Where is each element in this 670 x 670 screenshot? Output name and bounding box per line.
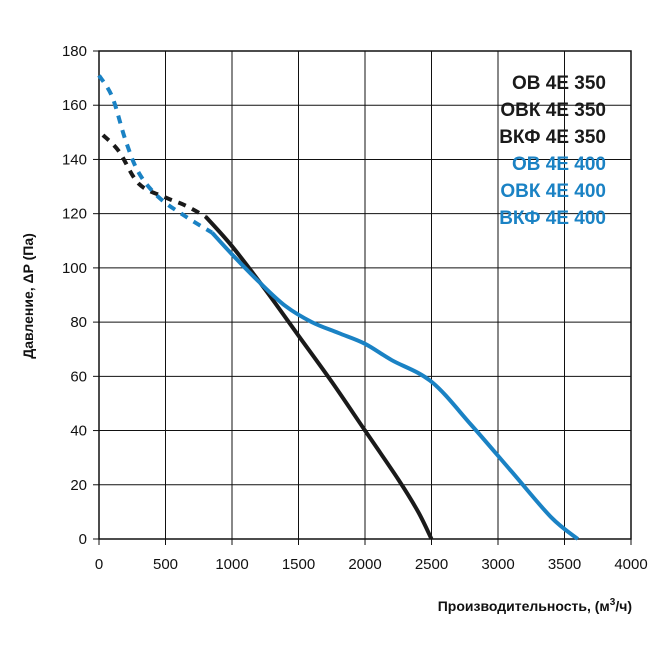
x-tick-label: 1000 [215, 556, 248, 573]
y-tick-label: 160 [62, 97, 87, 114]
y-tick-label: 140 [62, 151, 87, 168]
y-tick-label: 120 [62, 206, 87, 223]
y-tick-label: 60 [70, 368, 87, 385]
x-tick-label: 3000 [481, 556, 514, 573]
series-solid-4е-350 [203, 215, 434, 540]
series-solid-4е-400 [210, 231, 580, 541]
legend: ОВ 4Е 350 ОВК 4Е 350 ВКФ 4Е 350 ОВ 4Е 400 ОВ… [499, 73, 606, 229]
x-axis-title: Производительность, (м3/ч) [438, 597, 632, 614]
y-tick-label: 20 [70, 477, 87, 494]
x-tick-label: 2500 [415, 556, 448, 573]
legend-entry: ОВК 4Е 350 [500, 100, 606, 121]
y-tick-label: 100 [62, 260, 87, 277]
series-dashed-4е-350 [101, 133, 207, 219]
y-tick-label: 80 [70, 314, 87, 331]
y-tick-label: 40 [70, 423, 87, 440]
x-tick-labels: 0 500 1000 1500 2000 2500 3000 3500 4000 [95, 539, 648, 573]
legend-entry: ОВ 4Е 400 [512, 154, 606, 175]
y-tick-label: 180 [62, 43, 87, 60]
x-tick-label: 0 [95, 556, 103, 573]
x-tick-label: 2000 [348, 556, 381, 573]
y-tick-label: 0 [79, 531, 87, 548]
series-group [97, 74, 580, 541]
legend-entry: ОВ 4Е 350 [512, 73, 606, 94]
grid-lines [98, 50, 632, 540]
legend-entry: ОВК 4Е 400 [500, 181, 606, 202]
x-tick-label: 4000 [614, 556, 647, 573]
x-tick-label: 1500 [282, 556, 315, 573]
x-tick-label: 3500 [548, 556, 581, 573]
x-tick-label: 500 [153, 556, 178, 573]
series-dashed-4е-400 [97, 74, 214, 235]
y-axis-title: Давление, ΔP (Па) [20, 233, 36, 359]
legend-entry: ВКФ 4Е 350 [499, 127, 606, 148]
y-tick-labels: 0 20 40 60 80 100 120 140 160 180 [62, 43, 99, 548]
legend-entry: ВКФ 4Е 400 [499, 208, 606, 229]
